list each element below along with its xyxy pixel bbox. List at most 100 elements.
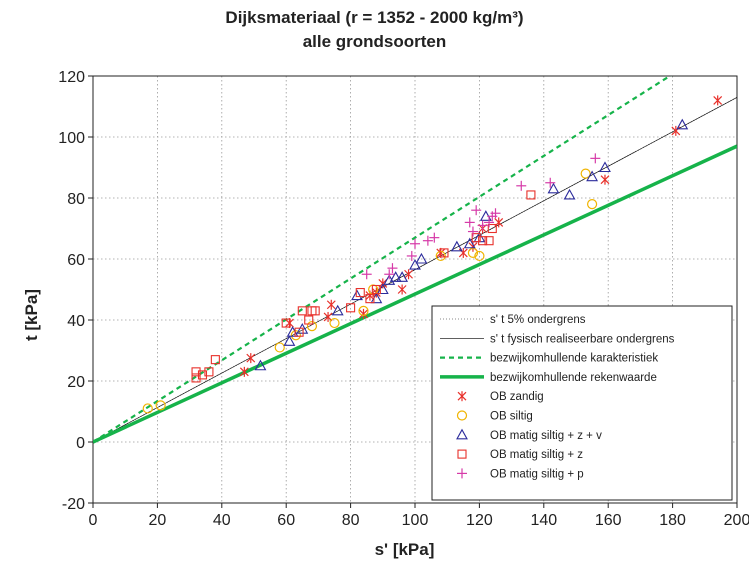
marker-shape: [283, 335, 296, 346]
chart-subtitle: alle grondsoorten: [302, 32, 447, 51]
data-point: [281, 318, 291, 328]
x-tick-label: 20: [149, 512, 167, 529]
data-point: [580, 168, 591, 179]
data-point: [487, 223, 497, 234]
x-tick-label: 0: [89, 512, 98, 529]
legend-marker: [457, 468, 467, 479]
legend-label: OB matig siltig + z: [490, 449, 583, 461]
legend-label: bezwijkomhullende karakteristiek: [490, 353, 658, 365]
legend-label: s' t 5% ondergrens: [490, 314, 586, 326]
data-point: [490, 208, 501, 219]
data-point: [450, 240, 463, 252]
marker-shape: [487, 223, 497, 234]
data-point: [346, 303, 356, 313]
data-point: [406, 250, 417, 261]
legend-label: OB matig siltig + p: [490, 468, 584, 480]
data-point: [471, 233, 481, 243]
chart-title: Dijksmateriaal (r = 1352 - 2000 kg/m³): [225, 8, 524, 27]
data-point: [468, 241, 478, 252]
marker-shape: [297, 306, 307, 316]
data-point: [283, 335, 296, 346]
y-tick-label: -20: [62, 496, 85, 513]
data-point: [410, 238, 420, 249]
data-point: [671, 125, 681, 136]
data-point: [484, 236, 494, 246]
marker-shape: [599, 161, 611, 173]
y-tick-label: 20: [67, 374, 85, 391]
data-point: [545, 177, 556, 188]
marker-shape: [676, 118, 689, 130]
data-point: [274, 342, 285, 353]
data-point: [254, 359, 267, 371]
marker-shape: [474, 250, 485, 262]
x-tick-label: 200: [724, 512, 749, 529]
data-point: [397, 284, 407, 295]
marker-shape: [484, 236, 494, 246]
data-point: [436, 247, 446, 258]
data-point: [326, 299, 336, 310]
marker-shape: [389, 271, 402, 282]
legend-marker: [456, 410, 468, 421]
legend-marker: [456, 428, 468, 440]
marker-shape: [210, 355, 220, 365]
marker-shape: [274, 342, 285, 353]
marker-shape: [526, 190, 536, 200]
x-tick-label: 180: [659, 512, 686, 529]
data-point: [586, 199, 598, 210]
marker-shape: [254, 359, 267, 371]
marker-shape: [563, 188, 576, 200]
marker-shape: [396, 271, 409, 282]
marker-shape: [435, 250, 446, 262]
data-point: [155, 400, 166, 411]
data-point: [294, 327, 304, 337]
data-point: [478, 236, 488, 246]
marker-shape: [586, 199, 598, 210]
line-solid-thin: [93, 97, 737, 443]
marker-shape: [310, 306, 320, 316]
marker-shape: [331, 304, 344, 316]
data-point: [484, 217, 495, 228]
data-point: [467, 226, 478, 237]
y-tick-label: 120: [58, 69, 85, 86]
marker-shape: [371, 284, 381, 295]
data-point: [204, 367, 214, 377]
marker-shape: [191, 367, 201, 377]
marker-shape: [415, 252, 428, 264]
data-point: [477, 220, 488, 231]
data-point: [359, 308, 368, 319]
data-point: [676, 118, 689, 130]
data-point: [429, 232, 440, 243]
marker-shape: [358, 305, 369, 316]
marker-shape: [365, 294, 375, 304]
data-point: [246, 353, 256, 364]
data-point: [323, 311, 333, 322]
data-point: [600, 174, 610, 185]
y-tick-label: 0: [76, 435, 85, 452]
data-point: [331, 304, 344, 316]
marker-shape: [580, 168, 591, 179]
data-point: [404, 269, 413, 280]
marker-shape: [478, 236, 488, 246]
y-tick-label: 60: [67, 252, 85, 269]
x-tick-label: 120: [466, 512, 493, 529]
x-tick-label: 100: [402, 512, 429, 529]
marker-shape: [329, 317, 340, 329]
legend: s' t 5% ondergrens s' t fysisch realiseer…: [431, 305, 733, 501]
series-square: [191, 190, 536, 383]
data-point: [290, 330, 301, 341]
data-point: [474, 250, 485, 262]
data-point: [409, 258, 421, 270]
legend-label: OB matig siltig + z + v: [490, 430, 602, 442]
legend-label: OB siltig: [490, 411, 533, 423]
marker-shape: [304, 315, 314, 325]
data-point: [351, 289, 363, 301]
data-point: [371, 284, 381, 295]
x-tick-label: 160: [595, 512, 622, 529]
x-tick-label: 40: [213, 512, 231, 529]
data-point: [384, 269, 395, 280]
line-solid-thick: [93, 144, 737, 444]
data-point: [458, 247, 468, 258]
data-point: [713, 95, 723, 106]
data-point: [355, 287, 365, 298]
